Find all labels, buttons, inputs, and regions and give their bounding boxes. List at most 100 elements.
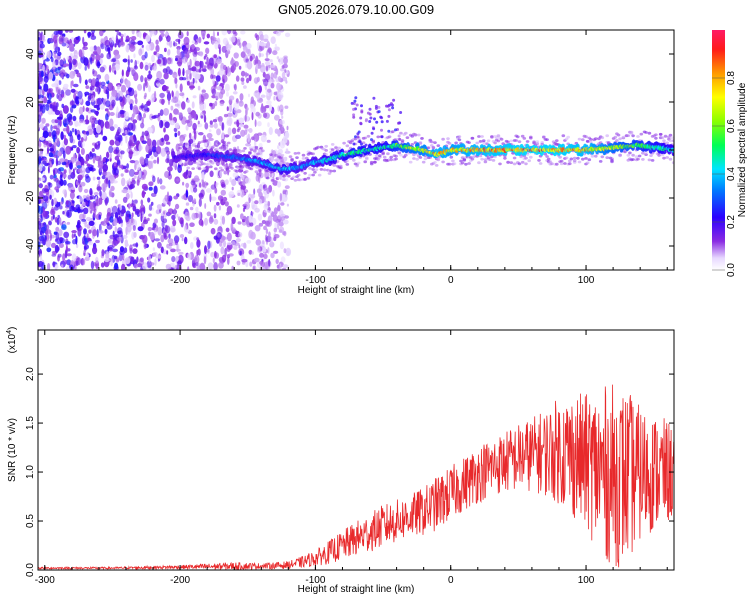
heatmap-cell (284, 185, 290, 190)
heatmap-cell (134, 97, 138, 105)
heatmap-cell (175, 203, 180, 210)
heatmap-cell (215, 92, 221, 100)
heatmap-cell (230, 227, 236, 232)
heatmap-cell (76, 72, 81, 78)
heatmap-cell (243, 215, 247, 221)
heatmap-cell (152, 222, 157, 229)
heatmap-cell (293, 152, 298, 155)
heatmap-cell (104, 197, 108, 206)
heatmap-cell (163, 134, 170, 142)
heatmap-cell (160, 147, 167, 157)
heatmap-cell (38, 213, 41, 218)
heatmap-cell (520, 160, 525, 164)
heatmap-cell (618, 154, 622, 158)
heatmap-cell (48, 132, 52, 137)
heatmap-cell (191, 43, 195, 50)
heatmap-cell (56, 160, 62, 166)
heatmap-cell (585, 161, 590, 165)
heatmap-cell (109, 118, 114, 127)
heatmap-cell (60, 201, 63, 205)
heatmap-cell (233, 102, 240, 111)
heatmap-cell (163, 72, 169, 80)
heatmap-cell (81, 218, 86, 222)
heatmap-cell (181, 101, 186, 110)
heatmap-cell (175, 57, 178, 62)
heatmap-cell (227, 112, 233, 118)
heatmap-cell (316, 145, 320, 149)
heatmap-cell (615, 139, 619, 142)
heatmap-cell (222, 37, 228, 45)
heatmap-cell (243, 242, 247, 249)
heatmap-cell (210, 251, 215, 258)
heatmap-cell (95, 239, 100, 244)
heatmap-cell (64, 118, 70, 125)
heatmap-cell (96, 186, 102, 191)
heatmap-cell (238, 162, 242, 166)
heatmap-cell (104, 258, 110, 263)
heatmap-cell (38, 85, 42, 90)
heatmap-cell (187, 107, 192, 113)
heatmap-cell (183, 147, 187, 150)
heatmap-cell (221, 254, 227, 263)
heatmap-cell (298, 178, 303, 182)
heatmap-cell (171, 214, 176, 221)
heatmap-cell (89, 85, 95, 91)
heatmap-cell (124, 168, 129, 173)
heatmap-cell (128, 87, 132, 93)
heatmap-cell (123, 234, 128, 239)
heatmap-cell (69, 70, 75, 79)
heatmap-cell (225, 66, 228, 76)
heatmap-cell (38, 31, 41, 37)
heatmap-cell (107, 238, 112, 244)
heatmap-cell (628, 151, 632, 155)
heatmap-cell (142, 219, 149, 225)
heatmap-cell (157, 177, 160, 184)
snr-series-line (38, 384, 674, 570)
heatmap-cell (51, 198, 54, 207)
heatmap-cell (214, 100, 218, 107)
heatmap-cell (176, 263, 179, 270)
heatmap-cell (286, 125, 289, 131)
heatmap-cell (282, 264, 289, 269)
heatmap-cell (529, 155, 533, 159)
heatmap-cell (40, 177, 45, 181)
heatmap-cell (451, 159, 455, 163)
heatmap-cell (129, 103, 133, 111)
heatmap-cell (82, 195, 87, 199)
heatmap-cell (104, 73, 110, 82)
heatmap-cell (311, 152, 316, 156)
heatmap-cell (308, 167, 312, 170)
heatmap-cell (72, 58, 77, 66)
heatmap-cell (266, 169, 270, 173)
heatmap-cell (668, 157, 673, 161)
heatmap-cell (535, 140, 540, 144)
heatmap-cell (263, 225, 267, 231)
heatmap-cell (138, 258, 144, 267)
heatmap-cell (301, 157, 306, 160)
heatmap-cell (366, 134, 371, 138)
heatmap-cell (46, 162, 50, 166)
heatmap-cell (174, 103, 180, 107)
heatmap-cell (122, 196, 128, 203)
heatmap-cell (234, 83, 237, 91)
heatmap-cell (43, 237, 46, 246)
heatmap-cell (191, 66, 197, 72)
heatmap-cell (322, 168, 327, 172)
heatmap-cell (49, 174, 54, 180)
heatmap-cell (132, 108, 136, 118)
heatmap-cell (218, 166, 223, 170)
heatmap-cell (78, 195, 83, 203)
heatmap-cell (209, 120, 213, 125)
snr-scale-text: (x10 (7, 333, 18, 353)
heatmap-cell (241, 164, 246, 168)
heatmap-cell (117, 126, 121, 135)
heatmap-cell (88, 240, 94, 246)
heatmap-cell (148, 143, 153, 152)
heatmap-cell (39, 230, 43, 236)
heatmap-cell (92, 156, 96, 164)
heatmap-cell (125, 44, 130, 53)
heatmap-cell (92, 176, 96, 181)
heatmap-cell (98, 180, 101, 185)
heatmap-cell (413, 133, 418, 137)
heatmap-cell (490, 155, 494, 159)
